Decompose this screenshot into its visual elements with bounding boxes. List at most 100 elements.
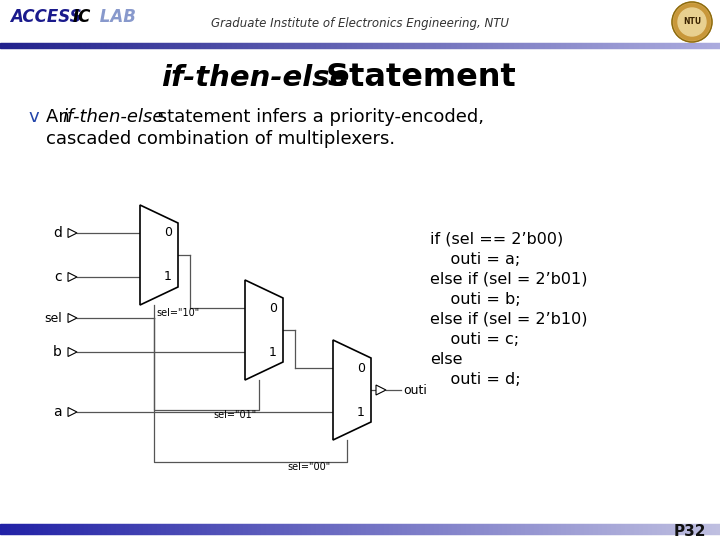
Bar — [10, 524, 11, 534]
Bar — [31, 524, 32, 534]
Bar — [405, 43, 406, 48]
Bar — [360, 524, 361, 534]
Bar — [225, 524, 226, 534]
Bar — [65, 43, 66, 48]
Bar — [343, 524, 344, 534]
Bar — [149, 524, 150, 534]
Bar — [270, 43, 271, 48]
Bar — [100, 43, 101, 48]
Bar — [688, 524, 689, 534]
Bar — [287, 43, 288, 48]
Bar — [372, 43, 373, 48]
Bar — [617, 43, 618, 48]
Bar — [653, 524, 654, 534]
Bar — [518, 524, 519, 534]
Bar — [556, 524, 557, 534]
Bar — [554, 43, 555, 48]
Bar — [680, 43, 681, 48]
Bar — [187, 43, 188, 48]
Bar — [249, 43, 250, 48]
Bar — [406, 43, 407, 48]
Bar — [298, 524, 299, 534]
Bar — [447, 43, 448, 48]
Bar — [203, 524, 204, 534]
Bar — [534, 43, 535, 48]
Bar — [8, 43, 9, 48]
Bar — [192, 43, 193, 48]
Bar — [639, 524, 640, 534]
Bar — [461, 524, 462, 534]
Bar — [230, 43, 231, 48]
Bar — [559, 43, 560, 48]
Bar — [243, 524, 244, 534]
Bar — [310, 524, 311, 534]
Bar — [509, 43, 510, 48]
Bar — [610, 43, 611, 48]
Bar — [2, 43, 3, 48]
Bar — [581, 43, 582, 48]
Bar — [147, 43, 148, 48]
Bar — [202, 43, 203, 48]
Bar — [583, 43, 584, 48]
Bar — [269, 524, 270, 534]
Bar — [614, 43, 615, 48]
Bar — [585, 43, 586, 48]
Bar — [660, 43, 661, 48]
Bar — [630, 43, 631, 48]
Bar — [668, 43, 669, 48]
Bar — [140, 43, 141, 48]
Bar — [244, 524, 245, 534]
Bar — [347, 43, 348, 48]
Bar — [146, 43, 147, 48]
Bar — [156, 524, 157, 534]
Bar — [590, 524, 591, 534]
Bar — [623, 43, 624, 48]
Bar — [488, 524, 489, 534]
Bar — [33, 524, 34, 534]
Bar — [608, 524, 609, 534]
Bar — [134, 43, 135, 48]
Bar — [160, 524, 161, 534]
Bar — [210, 524, 211, 534]
Bar — [679, 43, 680, 48]
Bar — [388, 43, 389, 48]
Bar — [4, 524, 5, 534]
Bar — [248, 43, 249, 48]
Bar — [164, 524, 165, 534]
Bar — [431, 43, 432, 48]
Bar — [260, 43, 261, 48]
Bar — [536, 524, 537, 534]
Bar — [494, 43, 495, 48]
Text: if (sel == 2’b00): if (sel == 2’b00) — [430, 232, 563, 247]
Bar — [378, 43, 379, 48]
Bar — [350, 43, 351, 48]
Bar — [98, 524, 99, 534]
Bar — [599, 524, 600, 534]
Bar — [196, 524, 197, 534]
Bar — [132, 43, 133, 48]
Bar — [316, 43, 317, 48]
Bar — [539, 524, 540, 534]
Bar — [499, 524, 500, 534]
Bar — [28, 524, 29, 534]
Bar — [72, 524, 73, 534]
Bar — [234, 43, 235, 48]
Bar — [41, 524, 42, 534]
Bar — [73, 43, 74, 48]
Bar — [77, 43, 78, 48]
Bar — [215, 43, 216, 48]
Bar — [197, 524, 198, 534]
Bar — [585, 524, 586, 534]
Bar — [143, 524, 144, 534]
Bar — [302, 524, 303, 534]
Bar — [662, 524, 663, 534]
Bar — [272, 43, 273, 48]
Bar — [278, 43, 279, 48]
Bar — [413, 524, 414, 534]
Bar — [628, 43, 629, 48]
Bar — [611, 524, 612, 534]
Bar — [180, 524, 181, 534]
Bar — [459, 43, 460, 48]
Bar — [714, 43, 715, 48]
Bar — [697, 524, 698, 534]
